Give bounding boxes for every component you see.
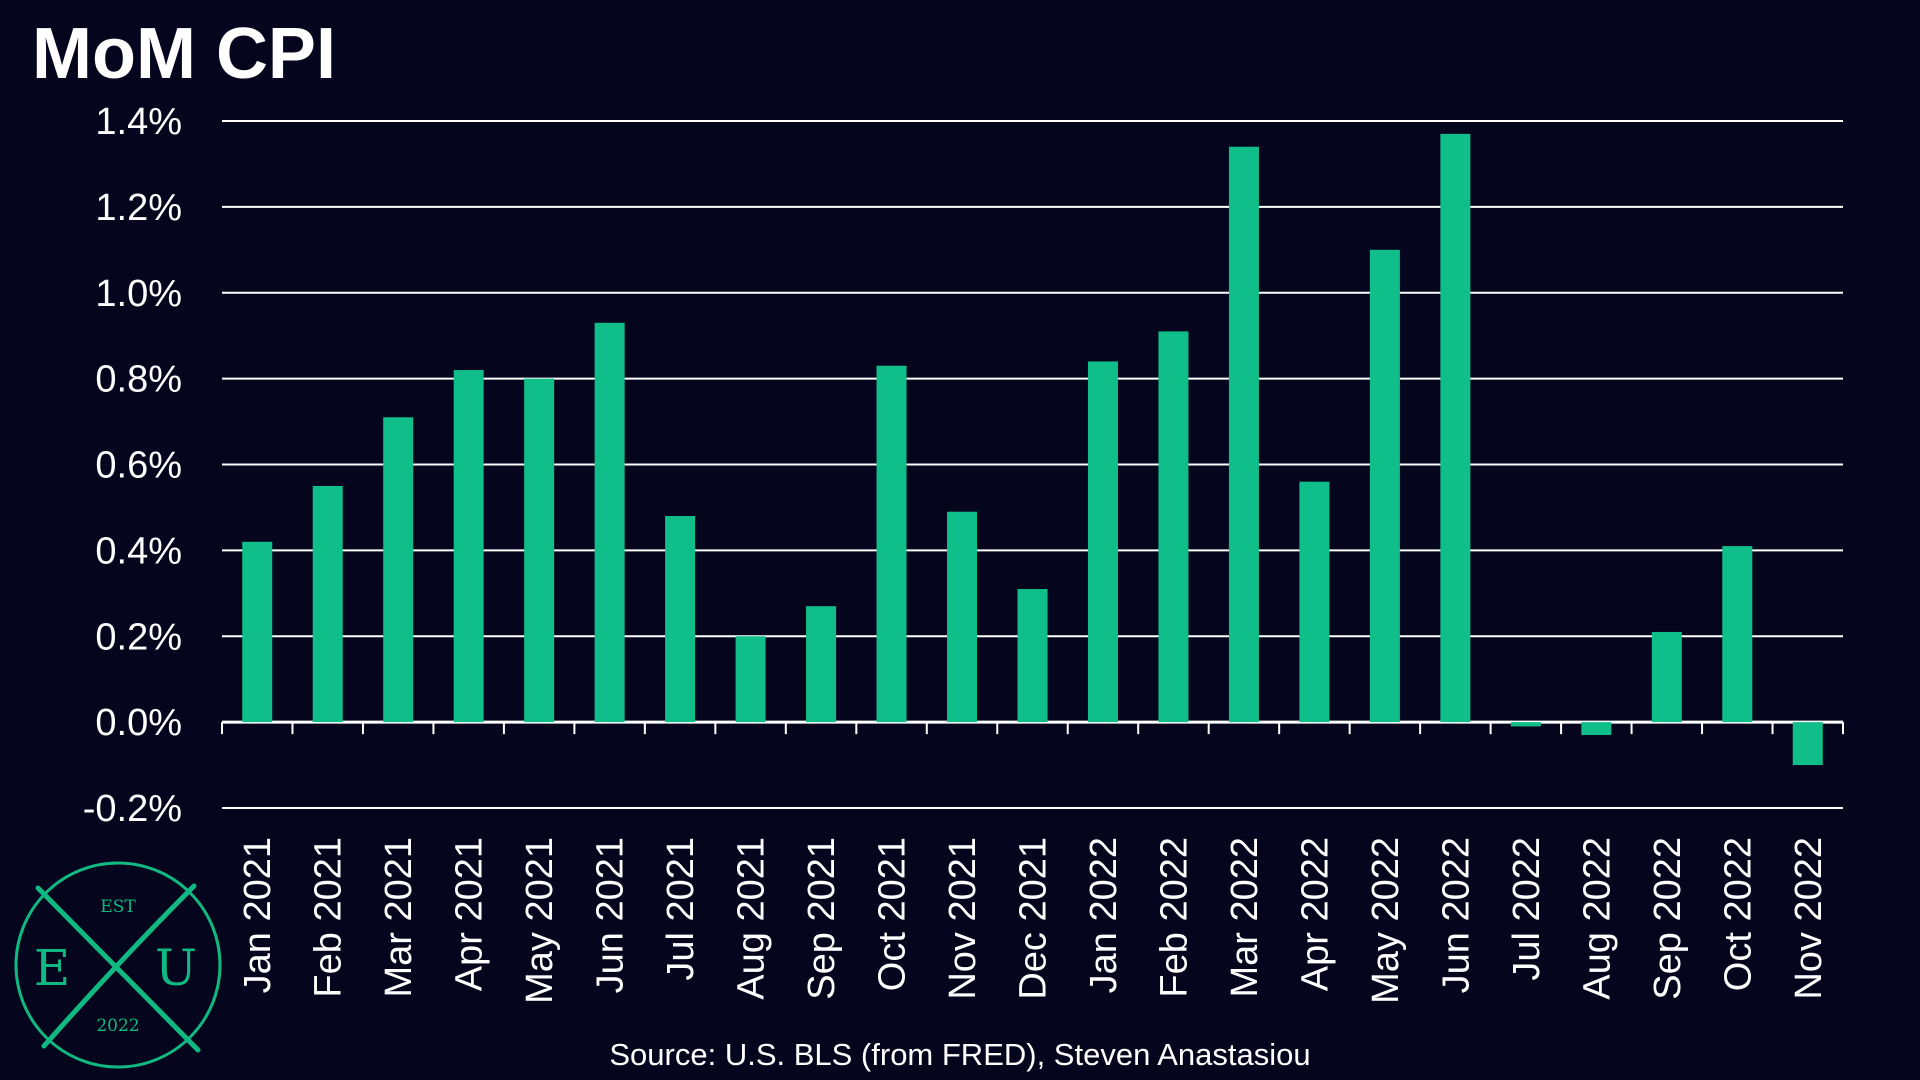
y-tick-label: 1.2% bbox=[95, 187, 182, 229]
bar bbox=[1722, 546, 1753, 723]
bar bbox=[524, 378, 555, 723]
bar bbox=[312, 485, 343, 723]
bar bbox=[1299, 481, 1330, 723]
y-tick-label: 1.4% bbox=[95, 101, 182, 143]
bar bbox=[1440, 133, 1471, 723]
x-tick-label: Apr 2021 bbox=[449, 837, 491, 991]
x-tick-label: Aug 2021 bbox=[731, 837, 773, 1000]
x-tick-label: Sep 2022 bbox=[1647, 837, 1689, 1000]
x-tick-label: Apr 2022 bbox=[1294, 837, 1336, 991]
x-tick-label: Jun 2021 bbox=[590, 837, 632, 993]
x-tick-label: Dec 2021 bbox=[1013, 837, 1055, 1000]
x-tick-label: Aug 2022 bbox=[1576, 837, 1618, 1000]
logo-stroke-a bbox=[35, 885, 201, 1053]
y-tick-label: 1.0% bbox=[95, 273, 182, 315]
x-tick-label: May 2022 bbox=[1365, 837, 1407, 1004]
x-tick-label: Nov 2022 bbox=[1788, 837, 1830, 1000]
x-tick-label: Oct 2022 bbox=[1717, 837, 1759, 991]
x-tick-label: Feb 2022 bbox=[1153, 837, 1195, 998]
x-tick-label: Oct 2021 bbox=[872, 837, 914, 991]
grid-lines bbox=[222, 120, 1843, 809]
bar bbox=[806, 606, 837, 723]
logo-left-letter: E bbox=[34, 939, 71, 997]
bar bbox=[383, 417, 414, 723]
y-tick-label: 0.4% bbox=[95, 530, 182, 572]
bar bbox=[1581, 722, 1612, 736]
bar bbox=[1228, 146, 1259, 723]
y-tick-label: 0.2% bbox=[95, 616, 182, 658]
y-tick-label: 0.8% bbox=[95, 359, 182, 401]
logo-top-text: EST bbox=[100, 897, 136, 917]
bar bbox=[665, 516, 696, 723]
x-tick-label: Jul 2022 bbox=[1506, 837, 1548, 981]
bars bbox=[242, 133, 1823, 766]
bar bbox=[453, 370, 484, 723]
x-tick-label: Sep 2021 bbox=[801, 837, 843, 1000]
x-axis bbox=[221, 722, 1844, 735]
bar bbox=[1792, 722, 1823, 766]
bar bbox=[735, 636, 766, 723]
logo-ring bbox=[14, 861, 222, 1069]
y-tick-label: 0.0% bbox=[95, 702, 182, 744]
logo-bottom-text: 2022 bbox=[96, 1016, 139, 1036]
bar bbox=[594, 322, 625, 723]
bar bbox=[1369, 249, 1400, 723]
x-tick-label: Nov 2021 bbox=[942, 837, 984, 1000]
x-tick-label: Jan 2021 bbox=[237, 837, 279, 993]
bar bbox=[1158, 331, 1189, 723]
bar bbox=[1651, 631, 1682, 723]
x-tick-label: Mar 2021 bbox=[378, 837, 420, 998]
bar bbox=[947, 511, 978, 723]
x-tick-label: May 2021 bbox=[519, 837, 561, 1004]
bar bbox=[242, 541, 273, 723]
x-tick-label: Mar 2022 bbox=[1224, 837, 1266, 998]
bar bbox=[1510, 722, 1541, 727]
logo-right-letter: U bbox=[155, 939, 197, 997]
chart-title: MoM CPI bbox=[32, 14, 336, 94]
logo-stroke-b bbox=[41, 883, 197, 1049]
y-tick-label: 0.6% bbox=[95, 445, 182, 487]
source-note: Source: U.S. BLS (from FRED), Steven Ana… bbox=[609, 1037, 1310, 1072]
bar bbox=[876, 365, 907, 723]
bar bbox=[1017, 589, 1048, 723]
x-tick-label: Jul 2021 bbox=[660, 837, 702, 981]
y-tick-labels: 1.4% 1.2% 1.0% 0.8% 0.6% 0.4% 0.2% 0.0% -0.2% bbox=[83, 101, 182, 830]
x-tick-label: Jun 2022 bbox=[1435, 837, 1477, 993]
x-tick-label: Feb 2021 bbox=[308, 837, 350, 998]
bar bbox=[1087, 361, 1118, 723]
y-tick-label: -0.2% bbox=[83, 788, 182, 830]
x-tick-label: Jan 2022 bbox=[1083, 837, 1125, 993]
x-tick-labels: Jan 2021 Feb 2021 Mar 2021 Apr 2021 May 2021… bbox=[237, 837, 1830, 1004]
exu-logo: EST E U 2022 bbox=[14, 861, 222, 1069]
